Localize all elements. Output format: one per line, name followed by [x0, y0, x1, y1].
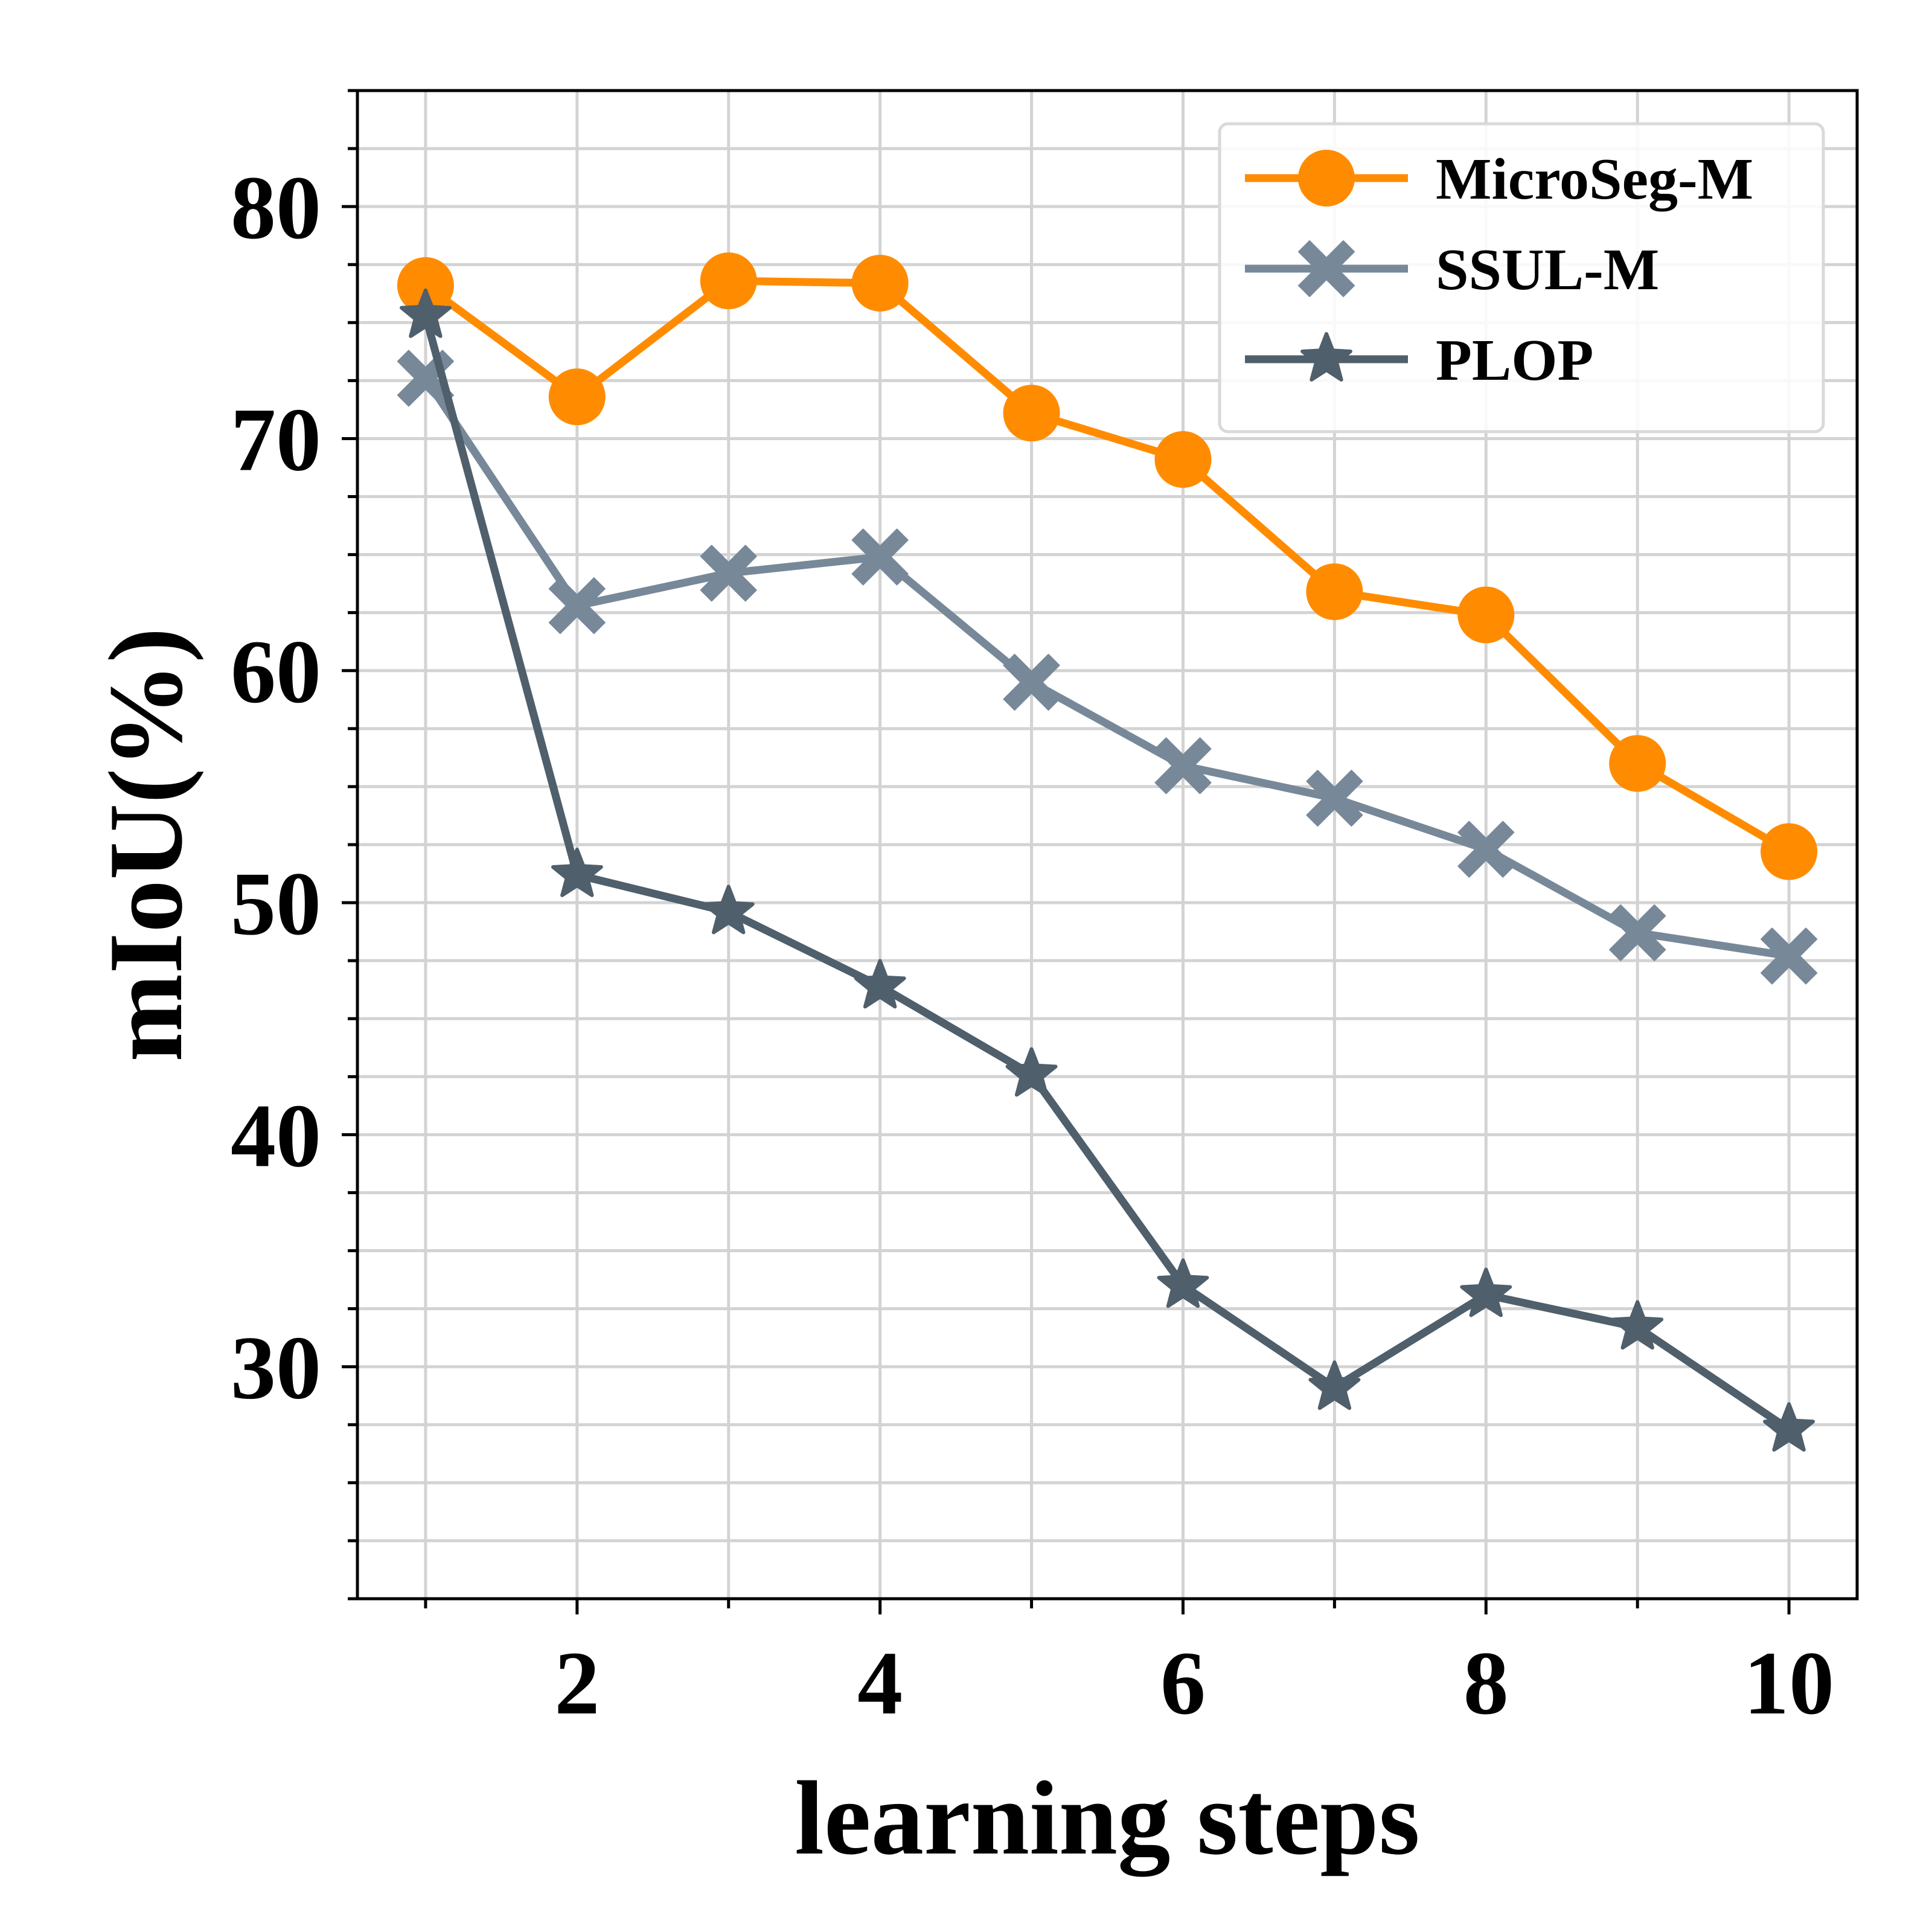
axis-ticks: 2 4 6 8 10 30 40 50 60 70 80 [231, 89, 1834, 1733]
legend-item-microseg-m: MicroSeg-M [1245, 147, 1753, 212]
data-point-ssul-m [548, 577, 606, 635]
series-line-microseg-m [421, 277, 1793, 856]
data-point-microseg-m [1609, 735, 1666, 792]
series-plop [400, 288, 1815, 1452]
data-point-ssul-m [1457, 820, 1515, 878]
data-point-microseg-m [851, 254, 909, 312]
legend-item-ssul-m: SSUL-M [1245, 237, 1659, 302]
data-point-plop [1157, 1258, 1209, 1308]
x-axis-title: learning steps [795, 1759, 1419, 1877]
series-ssul-m [397, 350, 1818, 985]
series-line-ssul-m [421, 374, 1793, 960]
data-point-plop [1308, 1360, 1361, 1410]
y-tick-label: 70 [231, 389, 321, 490]
y-tick-label: 60 [231, 622, 321, 722]
series-group [397, 252, 1818, 1452]
data-point-plop [854, 959, 906, 1009]
y-tick-label: 80 [231, 158, 321, 258]
data-point-plop [702, 884, 755, 935]
legend-swatch-marker [1298, 150, 1355, 206]
x-tick-label: 10 [1744, 1633, 1834, 1733]
series-microseg-m [397, 252, 1818, 880]
data-point-ssul-m [1609, 904, 1666, 961]
data-point-ssul-m [700, 545, 757, 602]
y-tick-label: 40 [231, 1086, 321, 1186]
data-point-microseg-m [700, 252, 757, 310]
data-point-microseg-m [548, 368, 606, 426]
data-point-plop [551, 848, 603, 897]
data-point-plop [1611, 1300, 1664, 1350]
x-tick-label: 2 [554, 1633, 600, 1733]
data-point-plop [1460, 1267, 1512, 1317]
x-tick-label: 6 [1160, 1633, 1206, 1733]
data-point-plop [400, 288, 452, 338]
y-tick-label: 30 [231, 1318, 321, 1418]
data-point-microseg-m [1003, 385, 1060, 442]
data-point-plop [1005, 1047, 1058, 1097]
data-point-ssul-m [1003, 654, 1060, 711]
legend-label: MicroSeg-M [1436, 147, 1753, 212]
x-tick-label: 4 [857, 1633, 903, 1733]
legend: MicroSeg-M SSUL-M PLOP [1218, 122, 1825, 433]
data-point-ssul-m [851, 528, 909, 586]
data-point-microseg-m [1457, 586, 1515, 644]
data-point-microseg-m [1761, 823, 1818, 880]
legend-label: PLOP [1436, 328, 1593, 393]
legend-box [1218, 122, 1825, 433]
legend-item-plop: PLOP [1245, 328, 1593, 393]
y-axis-title: mIoU(%) [87, 627, 204, 1061]
data-point-plop [1763, 1402, 1815, 1452]
series-line-plop [421, 312, 1793, 1433]
data-point-microseg-m [1306, 563, 1363, 621]
legend-label: SSUL-M [1436, 237, 1659, 302]
data-point-microseg-m [1154, 431, 1212, 488]
data-point-ssul-m [1761, 927, 1818, 985]
data-point-ssul-m [1154, 737, 1212, 795]
legend-swatch-marker [1300, 332, 1352, 382]
data-point-ssul-m [1306, 770, 1363, 827]
y-tick-label: 50 [231, 854, 321, 954]
x-tick-label: 8 [1463, 1633, 1509, 1733]
legend-swatch-marker [1298, 240, 1355, 297]
